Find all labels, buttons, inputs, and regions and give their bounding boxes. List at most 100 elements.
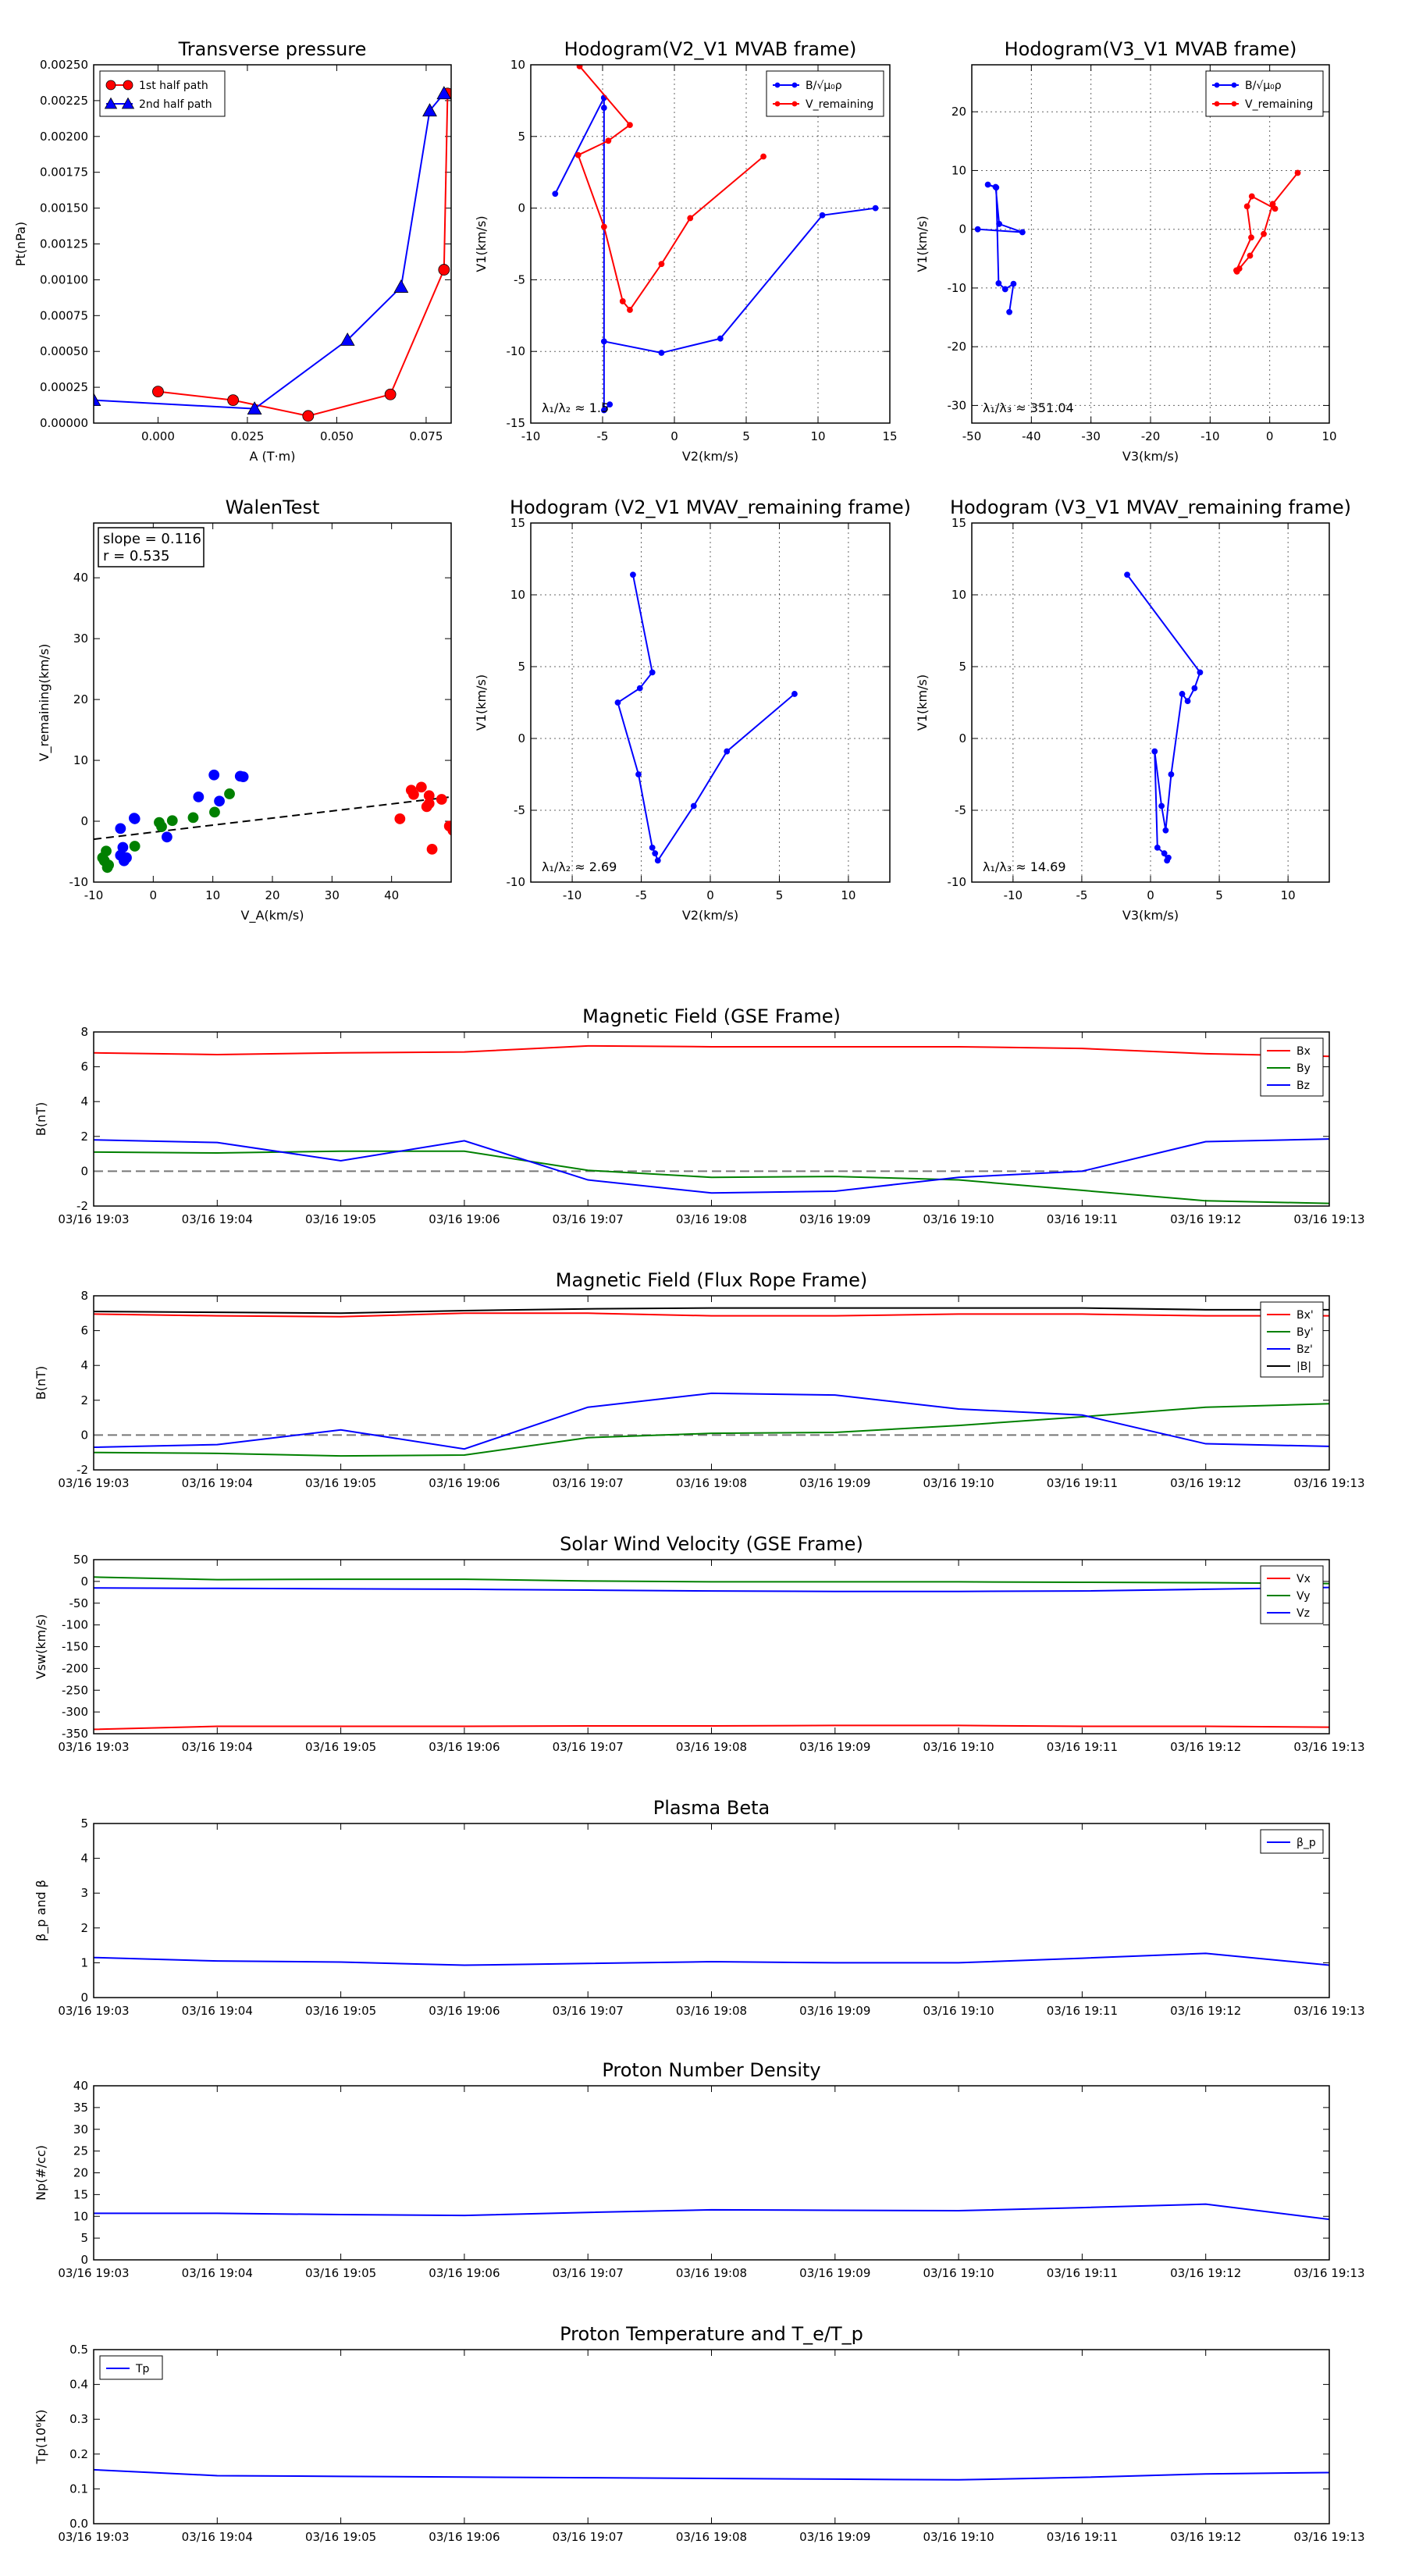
legend-label: Bz [1297, 1080, 1310, 1092]
y-tick-label: 8 [80, 1025, 88, 1039]
legend-label: Bx [1297, 1045, 1311, 1058]
x-tick-label: -5 [1076, 888, 1087, 902]
x-tick-label: 03/16 19:10 [923, 2266, 994, 2280]
correlation-label: r = 0.535 [103, 548, 169, 564]
data-point [1168, 771, 1175, 777]
x-tick-label: 10 [1321, 429, 1336, 443]
data-point [1261, 230, 1267, 237]
legend-marker [1231, 101, 1237, 107]
data-point [209, 806, 220, 818]
chart-title: Solar Wind Velocity (GSE Frame) [560, 1533, 863, 1555]
data-point [649, 669, 656, 676]
x-tick-label: -10 [1004, 888, 1023, 902]
x-tick-label: 03/16 19:03 [58, 1476, 129, 1490]
data-point [1294, 169, 1301, 176]
data-point [1165, 854, 1172, 861]
y-tick-label: 5 [80, 2231, 88, 2245]
x-tick-label: 03/16 19:08 [676, 2266, 747, 2280]
data-point [119, 855, 130, 866]
x-tick-label: 03/16 19:03 [58, 2530, 129, 2544]
y-tick-label: 20 [73, 692, 88, 706]
y-tick-label: -10 [948, 875, 967, 889]
series-line [577, 66, 764, 311]
x-tick-label: -10 [521, 429, 541, 443]
data-point [156, 821, 167, 832]
plot-area [1124, 571, 1204, 864]
y-tick-label: 10 [951, 163, 966, 177]
y-tick-label: 0 [80, 1428, 88, 1442]
x-tick-label: 10 [205, 888, 220, 902]
y-tick-label: 1 [80, 1955, 88, 1969]
data-point [187, 812, 199, 824]
y-tick-label: 0.00150 [40, 201, 88, 215]
legend: Bx By Bz [1260, 1037, 1324, 1097]
x-tick-label: 0 [150, 888, 158, 902]
y-tick-label: 0 [80, 1164, 88, 1178]
y-tick-label: 0.00175 [40, 165, 88, 180]
x-tick-label: 03/16 19:11 [1047, 1740, 1118, 1754]
data-point [600, 407, 607, 414]
series-1 [1233, 169, 1301, 275]
legend-label: Vy [1297, 1590, 1311, 1603]
x-tick-label: 03/16 19:06 [429, 2266, 500, 2280]
y-tick-label: -50 [69, 1596, 89, 1610]
legend-marker [104, 97, 118, 109]
data-point [227, 394, 240, 407]
axes-frame [93, 522, 452, 883]
y-tick-label: 20 [951, 105, 966, 119]
series-0 [552, 94, 879, 414]
legend-label: Tp [135, 2363, 150, 2375]
data-point [1124, 571, 1130, 578]
plot-area [94, 1952, 1329, 1966]
data-point [224, 788, 235, 799]
chart-title: Hodogram (V2_V1 MVAV_remaining frame) [510, 496, 911, 518]
legend: 1st half path 2nd half path [99, 70, 226, 117]
axes-frame [971, 64, 1330, 424]
ratio-annotation: λ₁/λ₂ ≈ 2.69 [542, 859, 617, 874]
y-axis-label: B(nT) [34, 1102, 48, 1136]
y-tick-label: 6 [80, 1324, 88, 1338]
x-tick-label: -5 [635, 888, 647, 902]
y-tick-label: 0 [959, 222, 966, 237]
y-tick-label: 0.00100 [40, 272, 88, 286]
x-tick-label: -10 [563, 888, 582, 902]
data-point [600, 338, 607, 345]
x-axis-label: V3(km/s) [1122, 908, 1179, 923]
legend-box [1205, 70, 1324, 117]
data-point [1243, 203, 1250, 210]
x-tick-label: 0 [1266, 429, 1274, 443]
series-line-0 [94, 1724, 1329, 1731]
x-tick-label: 03/16 19:04 [182, 2530, 253, 2544]
axes-frame [93, 1295, 1330, 1471]
y-tick-label: 50 [73, 1553, 88, 1567]
data-point [605, 137, 612, 144]
x-axis-label: V2(km/s) [682, 449, 738, 464]
y-tick-label: 0.00200 [40, 130, 88, 144]
x-tick-label: -5 [597, 429, 609, 443]
series-line [94, 93, 445, 410]
legend-label: β_p [1297, 1837, 1316, 1849]
x-tick-label: 03/16 19:09 [799, 1476, 870, 1490]
data-point [340, 332, 355, 346]
data-point [574, 151, 582, 158]
y-tick-label: -250 [62, 1683, 88, 1697]
y-tick-label: 0.00050 [40, 344, 88, 358]
legend-marker [105, 80, 116, 91]
y-tick-label: 10 [510, 58, 525, 72]
y-tick-label: 0 [80, 814, 88, 828]
y-tick-label: 5 [518, 130, 525, 144]
x-tick-label: -10 [84, 888, 104, 902]
legend-label: |B| [1297, 1361, 1311, 1373]
x-tick-label: 03/16 19:03 [58, 1740, 129, 1754]
y-tick-label: -10 [507, 344, 526, 358]
data-point [1197, 669, 1204, 676]
series-line-2 [94, 1138, 1329, 1194]
x-tick-label: 03/16 19:13 [1293, 1476, 1364, 1490]
data-point [1154, 844, 1161, 851]
data-point [658, 350, 665, 356]
data-point [614, 699, 621, 706]
y-tick-label: 6 [80, 1060, 88, 1074]
x-tick-label: 03/16 19:05 [305, 2530, 376, 2544]
x-tick-label: -40 [1022, 429, 1041, 443]
